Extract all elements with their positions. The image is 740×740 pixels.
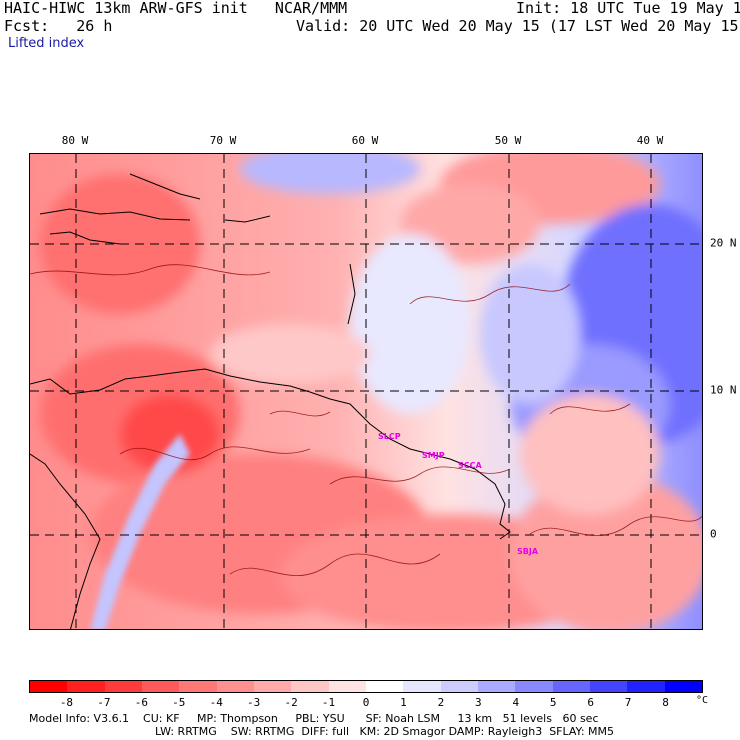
valid-time: Valid: 20 UTC Wed 20 May 15 (17 LST Wed … (296, 17, 740, 35)
colorbar-swatch (477, 681, 516, 692)
colorbar (29, 680, 703, 693)
station-smjp: SMJP (422, 451, 445, 460)
colorbar-swatch (552, 681, 590, 692)
lon-label-50w: 50 W (494, 134, 522, 147)
lon-label-80w: 80 W (61, 134, 89, 147)
forecast-hour: Fcst: 26 h (4, 17, 113, 35)
colorbar-swatch (30, 681, 68, 692)
station-sbja: SBJA (517, 547, 539, 556)
colorbar-swatch (67, 681, 105, 692)
colorbar-tick-label: -2 (284, 696, 298, 709)
field-blobs (40, 154, 702, 629)
model-title: HAIC-HIWC 13km ARW-GFS init NCAR/MMM (4, 0, 348, 17)
station-scca: SCCA (458, 461, 482, 470)
colorbar-tick-label: 0 (362, 696, 370, 709)
colorbar-swatch (627, 681, 665, 692)
colorbar-tick-label: 1 (400, 696, 407, 709)
colorbar-tick-label: 3 (475, 696, 482, 709)
colorbar-swatch (365, 681, 404, 692)
colorbar-tick-label: 6 (587, 696, 594, 709)
init-time: Init: 18 UTC Tue 19 May 15 (516, 0, 740, 17)
coastlines (30, 173, 511, 629)
andes-stable-strip (90, 434, 190, 629)
colorbar-tick-label: -5 (172, 696, 186, 709)
colorbar-swatch (291, 681, 329, 692)
lon-label-40w: 40 W (636, 134, 664, 147)
colorbar-swatch (141, 681, 180, 692)
map-canvas (30, 154, 702, 629)
lat-label-0: 0 (710, 527, 717, 541)
colorbar-tick-label: 4 (512, 696, 520, 709)
colorbar-tick-label: 2 (437, 696, 445, 709)
colorbar-swatch (179, 681, 217, 692)
colorbar-tick-label: -7 (97, 696, 111, 709)
model-info-line2: LW: RRTMG SW: RRTMG DIFF: full KM: 2D Sm… (155, 725, 615, 738)
model-info-line1: Model Info: V3.6.1 CU: KF MP: Thompson P… (29, 712, 599, 725)
colorbar-tick-label: 8 (662, 696, 669, 709)
colorbar-tick-label: -8 (59, 696, 74, 709)
colorbar-swatch (328, 681, 366, 692)
graticule (30, 154, 702, 629)
colorbar-tick-label: -6 (134, 696, 148, 709)
lat-label-10n: 10 N (710, 383, 737, 397)
colorbar-tick-label: -1 (321, 696, 336, 709)
contours (30, 264, 702, 576)
lon-label-70w: 70 W (209, 134, 237, 147)
lon-label-60w: 60 W (351, 134, 379, 147)
colorbar-tick-label: 7 (624, 696, 632, 709)
colorbar-swatch (253, 681, 292, 692)
colorbar-swatch (104, 681, 142, 692)
field-name: Lifted index (8, 36, 85, 51)
colorbar-swatch (664, 681, 702, 692)
colorbar-unit: °C (695, 695, 709, 706)
colorbar-swatch (589, 681, 628, 692)
colorbar-tick-label: -4 (209, 696, 223, 709)
colorbar-swatch (403, 681, 441, 692)
colorbar-tick-label: 5 (549, 696, 557, 709)
colorbar-swatch (216, 681, 254, 692)
lat-label-20n: 20 N (710, 236, 737, 250)
colorbar-swatch (515, 681, 553, 692)
lifted-index-map (29, 153, 703, 630)
colorbar-swatch (440, 681, 478, 692)
station-slcp: SLCP (378, 432, 401, 441)
colorbar-tick-label: -3 (247, 696, 261, 709)
